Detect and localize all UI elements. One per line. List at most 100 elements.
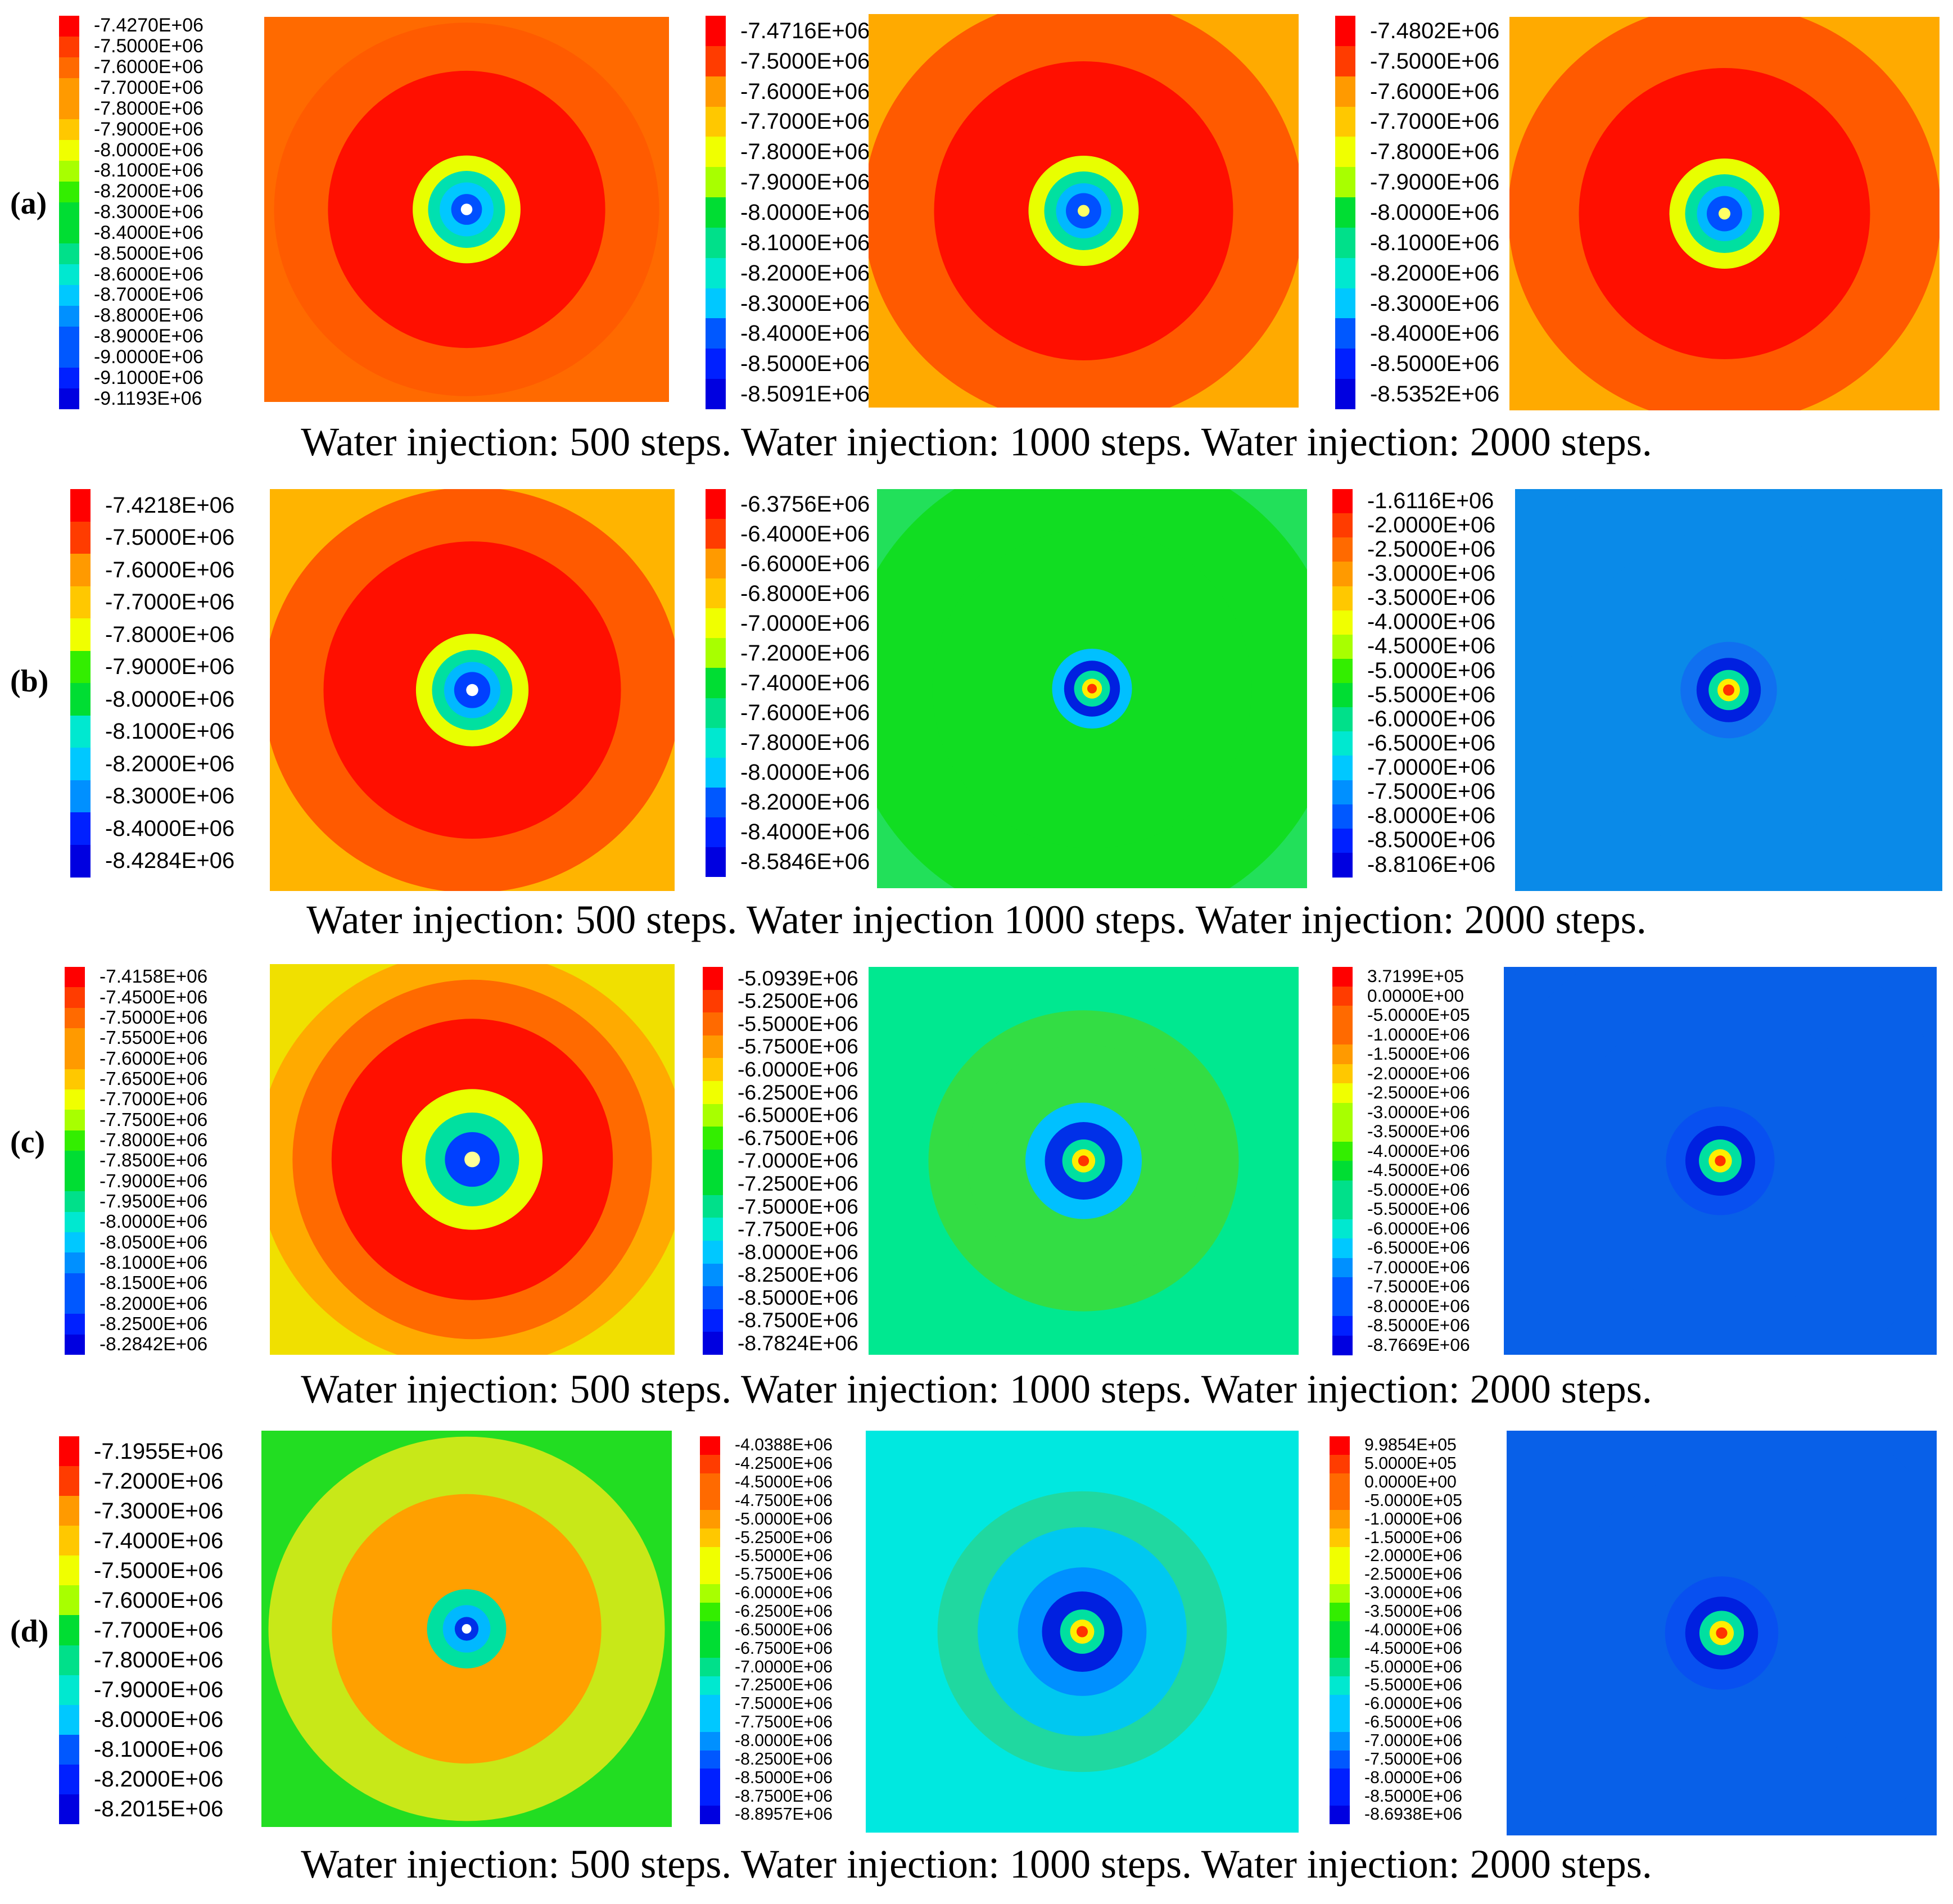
colorbar-tick-label: -8.2000E+06: [740, 260, 870, 286]
colorbar-swatch: [700, 1639, 720, 1658]
colorbar-tick-label: -6.5000E+06: [735, 1620, 833, 1639]
colorbar-swatch: [70, 489, 91, 522]
colorbar-swatch: [1330, 1584, 1350, 1603]
colorbar-tick-label: -4.0000E+06: [1364, 1620, 1462, 1639]
colorbar-swatch: [59, 160, 79, 182]
colorbar-swatch: [1330, 1639, 1350, 1658]
colorbar-swatch: [1332, 780, 1353, 805]
contour-plot: [261, 1431, 672, 1827]
colorbar-swatch: [65, 1048, 85, 1070]
colorbar-tick-label: -8.2015E+06: [94, 1797, 224, 1822]
row-caption: Water injection: 500 steps. Water inject…: [306, 897, 1647, 942]
colorbar-tick-label: -8.5000E+06: [735, 1768, 833, 1787]
colorbar-tick-label: -4.0388E+06: [735, 1436, 833, 1455]
colorbar-swatch: [1332, 756, 1353, 780]
colorbar-tick-label: -7.1955E+06: [94, 1439, 224, 1464]
colorbar-swatch: [65, 1150, 85, 1172]
colorbar-swatch: [59, 264, 79, 286]
colorbar-tick-label: -8.0000E+06: [735, 1731, 833, 1751]
colorbar-tick-label: -6.7500E+06: [735, 1639, 833, 1658]
colorbar-tick-label: -7.9000E+06: [100, 1170, 208, 1192]
colorbar-tick-label: -8.4000E+06: [740, 321, 870, 346]
colorbar-swatch: [65, 1211, 85, 1233]
colorbar-swatch: [700, 1491, 720, 1510]
row-label: (c): [10, 1125, 46, 1160]
colorbar-swatch: [1335, 167, 1355, 198]
colorbar-tick-label: -4.7500E+06: [735, 1491, 833, 1510]
colorbar-tick-label: -4.2500E+06: [735, 1454, 833, 1473]
colorbar-swatch: [700, 1750, 720, 1769]
colorbar-tick-label: -7.2500E+06: [735, 1676, 833, 1695]
colorbar-swatch: [59, 119, 79, 141]
colorbar-swatch: [59, 181, 79, 203]
colorbar-tick-label: -9.0000E+06: [94, 346, 204, 368]
colorbar-tick-label: -7.8000E+06: [740, 139, 870, 165]
colorbar-tick-label: -7.2000E+06: [740, 640, 870, 666]
colorbar-tick-label: -6.6000E+06: [740, 551, 870, 576]
colorbar-swatch: [65, 1028, 85, 1049]
colorbar-tick-label: -7.7000E+06: [94, 77, 204, 98]
colorbar-swatch: [1330, 1695, 1350, 1714]
colorbar-swatch: [1335, 318, 1355, 349]
colorbar-swatch: [1332, 683, 1353, 708]
colorbar-swatch: [703, 967, 723, 991]
colorbar-swatch: [70, 844, 91, 878]
colorbar-swatch: [59, 1555, 79, 1586]
contour-ring: [466, 684, 478, 697]
colorbar-swatch: [59, 16, 79, 37]
colorbar-tick-label: -1.5000E+06: [1367, 1043, 1470, 1064]
colorbar-tick-label: -6.0000E+06: [738, 1057, 858, 1081]
colorbar-swatch: [706, 197, 726, 228]
colorbar-swatch: [706, 76, 726, 107]
colorbar-swatch: [1332, 1025, 1353, 1045]
colorbar-tick-label: -7.9000E+06: [105, 654, 235, 680]
contour-svg: [869, 14, 1299, 408]
colorbar-tick-label: -5.7500E+06: [735, 1565, 833, 1584]
colorbar-tick-label: -8.5091E+06: [740, 382, 870, 407]
colorbar-swatch: [1332, 562, 1353, 586]
colorbar-tick-label: -7.6000E+06: [94, 1588, 224, 1613]
colorbar-swatch: [1330, 1436, 1350, 1455]
colorbar-swatch: [1332, 1161, 1353, 1181]
colorbar-swatch: [1330, 1454, 1350, 1474]
colorbar-swatch: [700, 1510, 720, 1529]
colorbar-swatch: [700, 1473, 720, 1493]
contour-svg: [877, 489, 1307, 888]
colorbar-swatch: [59, 1466, 79, 1496]
colorbar-swatch: [1330, 1510, 1350, 1529]
colorbar-swatch: [70, 554, 91, 586]
colorbar-tick-label: -8.5000E+06: [94, 242, 204, 264]
colorbar-swatch: [65, 1089, 85, 1110]
colorbar-tick-label: -1.5000E+06: [1364, 1528, 1462, 1547]
colorbar-tick-label: -4.5000E+06: [735, 1473, 833, 1492]
colorbar-legend: 3.7199E+05 0.0000E+00 -5.0000E+05 -1.0000E+…: [1332, 967, 1535, 1355]
colorbar-swatch: [1330, 1787, 1350, 1806]
colorbar-swatch: [1332, 986, 1353, 1006]
colorbar-swatch: [706, 167, 726, 198]
colorbar-swatch: [706, 787, 726, 818]
colorbar-swatch: [700, 1528, 720, 1548]
colorbar-swatch: [65, 1069, 85, 1090]
colorbar-swatch: [706, 519, 726, 549]
colorbar-tick-label: -7.7000E+06: [94, 1618, 224, 1643]
colorbar-swatch: [706, 698, 726, 729]
colorbar-tick-label: -3.0000E+06: [1367, 561, 1496, 586]
contour-plot: [1515, 489, 1942, 891]
colorbar-tick-label: -5.5000E+06: [1367, 1199, 1470, 1219]
colorbar-swatch: [1330, 1713, 1350, 1733]
colorbar-legend: -5.0939E+06 -5.2500E+06 -5.5000E+06 -5.7500…: [703, 967, 905, 1355]
colorbar-tick-label: -8.0000E+06: [740, 200, 870, 225]
colorbar-tick-label: -7.4500E+06: [100, 987, 208, 1008]
colorbar-swatch: [70, 521, 91, 554]
colorbar-swatch: [1330, 1491, 1350, 1510]
colorbar-swatch: [59, 1645, 79, 1676]
colorbar-swatch: [1332, 1219, 1353, 1239]
colorbar-tick-label: -7.5000E+06: [94, 1558, 224, 1583]
colorbar-swatch: [1332, 1316, 1353, 1336]
colorbar-tick-label: -7.6000E+06: [1370, 79, 1500, 104]
colorbar-tick-label: -7.0000E+06: [740, 610, 870, 636]
colorbar-swatch: [703, 1286, 723, 1310]
colorbar-tick-label: -4.5000E+06: [1364, 1639, 1462, 1658]
colorbar-legend: -7.4270E+06 -7.5000E+06 -7.6000E+06 -7.7000…: [59, 16, 261, 410]
contour-plot: [1507, 1431, 1937, 1835]
